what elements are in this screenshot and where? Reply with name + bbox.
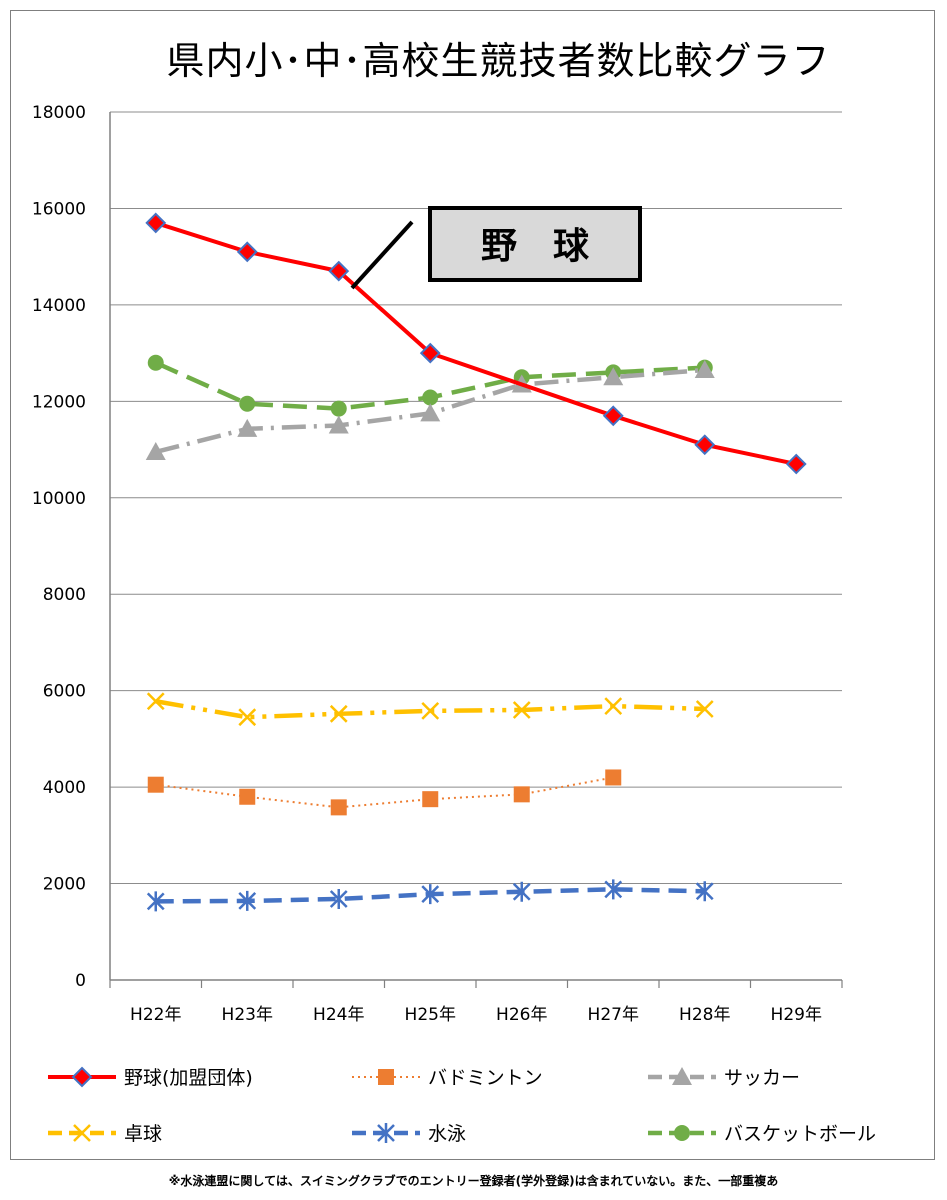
y-tick-label: 14000 (32, 296, 86, 316)
data-point (605, 769, 622, 786)
data-point (603, 367, 624, 386)
legend-marker (674, 1125, 690, 1141)
legend-marker (378, 1069, 394, 1085)
y-tick-label: 16000 (32, 199, 86, 219)
x-tick-label: H22年 (130, 1005, 181, 1025)
data-point (328, 260, 350, 282)
data-point (421, 702, 440, 720)
y-tick-label: 12000 (32, 392, 86, 412)
x-tick-label: H27年 (588, 1005, 639, 1025)
chart-frame (10, 10, 935, 1160)
legend-marker (377, 1123, 395, 1143)
data-point (512, 701, 531, 719)
data-point (604, 697, 623, 715)
data-point (146, 891, 165, 912)
legend-marker (73, 1124, 91, 1142)
data-point (145, 441, 166, 460)
series-line-1 (155, 776, 614, 809)
data-point (694, 434, 716, 456)
x-tick-label: H26年 (496, 1005, 547, 1025)
y-tick-label: 6000 (43, 682, 86, 702)
data-point (420, 403, 441, 422)
data-point (239, 788, 256, 805)
data-point (421, 884, 440, 905)
x-tick-label: H23年 (222, 1005, 273, 1025)
callout-box (428, 206, 642, 282)
chart-title: 県内小･中･高校生競技者数比較グラフ (166, 39, 831, 83)
data-point (422, 389, 439, 406)
data-point (419, 342, 441, 364)
y-tick-label: 18000 (32, 103, 86, 123)
y-tick-label: 4000 (43, 778, 86, 798)
legend-label: バドミントン (428, 1067, 543, 1089)
data-point (328, 415, 349, 434)
y-tick-label: 8000 (43, 585, 86, 605)
data-point (147, 354, 164, 371)
data-point (237, 418, 258, 437)
data-point (330, 799, 347, 816)
x-tick-label: H29年 (771, 1005, 822, 1025)
data-point (695, 700, 714, 718)
y-tick-label: 2000 (43, 875, 86, 895)
x-tick-label: H24年 (313, 1005, 364, 1025)
data-point (512, 881, 531, 902)
data-point (146, 692, 165, 711)
legend-label: 野球(加盟団体) (124, 1067, 253, 1089)
data-point (236, 241, 258, 263)
x-tick-label: H25年 (405, 1005, 456, 1025)
callout-label: 野 球 (481, 226, 590, 267)
data-point (695, 881, 714, 902)
legend-label: 水泳 (428, 1123, 466, 1145)
x-tick-label: H28年 (679, 1005, 730, 1025)
footnote: ※水泳連盟に関しては、スイミングクラブでのエントリー登録者(学外登録)は含まれて… (168, 1174, 779, 1188)
data-point (147, 776, 164, 793)
data-point (422, 791, 439, 808)
y-tick-label: 10000 (32, 489, 86, 509)
data-point (785, 453, 807, 475)
data-point (602, 405, 624, 427)
data-point (145, 212, 167, 234)
legend-label: 卓球 (124, 1123, 162, 1145)
legend-label: サッカー (724, 1067, 800, 1089)
data-point (239, 395, 256, 412)
legend-label: バスケットボール (724, 1123, 876, 1145)
callout-pointer (350, 220, 414, 290)
y-tick-label: 0 (75, 971, 86, 991)
legend-marker (672, 1067, 692, 1085)
data-point (694, 359, 715, 378)
legend-marker (71, 1066, 93, 1088)
data-point (329, 888, 348, 909)
data-point (238, 890, 257, 911)
data-point (329, 704, 348, 723)
data-point (604, 879, 623, 900)
data-point (238, 708, 257, 727)
data-point (330, 400, 347, 417)
data-point (513, 786, 530, 803)
